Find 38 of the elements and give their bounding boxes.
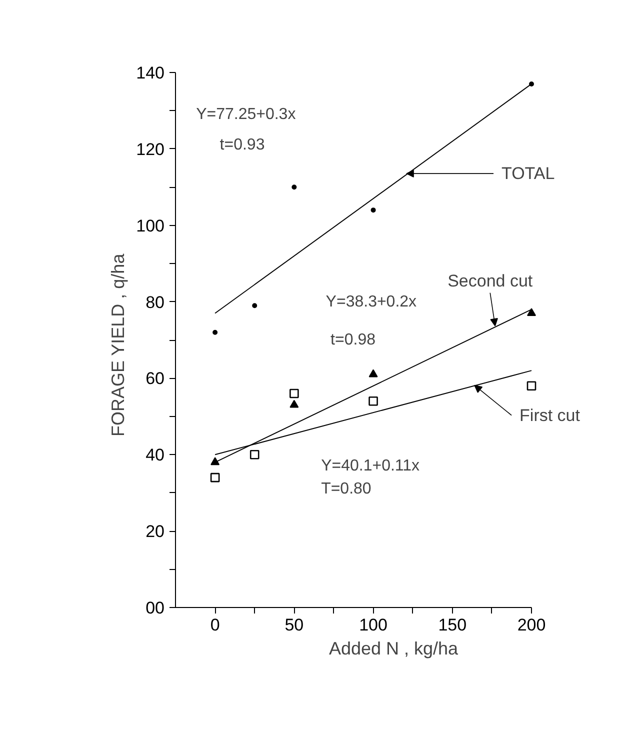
y-tick-label: 20 bbox=[146, 522, 165, 542]
x-tick-label: 0 bbox=[210, 616, 220, 634]
point bbox=[212, 330, 218, 335]
point bbox=[290, 400, 299, 408]
y-tick-label: 120 bbox=[136, 140, 165, 159]
y-tick-label: 60 bbox=[146, 369, 165, 388]
y-tick-label: 40 bbox=[146, 446, 165, 465]
annotation: T=0.80 bbox=[321, 480, 372, 498]
annotation: Y=38.3+0.2x bbox=[326, 293, 417, 310]
point bbox=[529, 81, 534, 86]
annotation: Second cut bbox=[448, 271, 533, 290]
point bbox=[370, 208, 376, 213]
point bbox=[290, 388, 299, 398]
annotation: t=0.98 bbox=[330, 332, 376, 348]
x-axis-title: Added N , kg/ha bbox=[328, 638, 460, 658]
point bbox=[526, 381, 536, 391]
x-tick-label: 100 bbox=[359, 616, 388, 634]
point bbox=[210, 472, 220, 482]
y-tick-label: 100 bbox=[136, 216, 165, 236]
annotation: t=0.93 bbox=[220, 136, 265, 154]
y-tick-label: 140 bbox=[136, 64, 165, 82]
point bbox=[252, 303, 258, 308]
point bbox=[210, 457, 220, 466]
annotation: First cut bbox=[520, 406, 580, 425]
point bbox=[368, 396, 378, 406]
annotation: TOTAL bbox=[502, 164, 555, 184]
annotation: Y=77.25+0.3x bbox=[196, 106, 296, 124]
point bbox=[250, 450, 260, 460]
x-tick-label: 50 bbox=[284, 616, 304, 634]
y-axis-title: FORAGE YIELD , q/ha bbox=[108, 252, 128, 437]
annotation: Y=40.1+0.11x bbox=[321, 458, 420, 475]
x-tick-label: 150 bbox=[438, 616, 467, 634]
y-tick-label: 00 bbox=[146, 598, 165, 618]
point bbox=[527, 308, 536, 316]
y-tick-label: 80 bbox=[146, 292, 165, 312]
x-tick-label: 200 bbox=[517, 616, 546, 634]
point bbox=[368, 369, 378, 378]
point bbox=[292, 184, 297, 190]
